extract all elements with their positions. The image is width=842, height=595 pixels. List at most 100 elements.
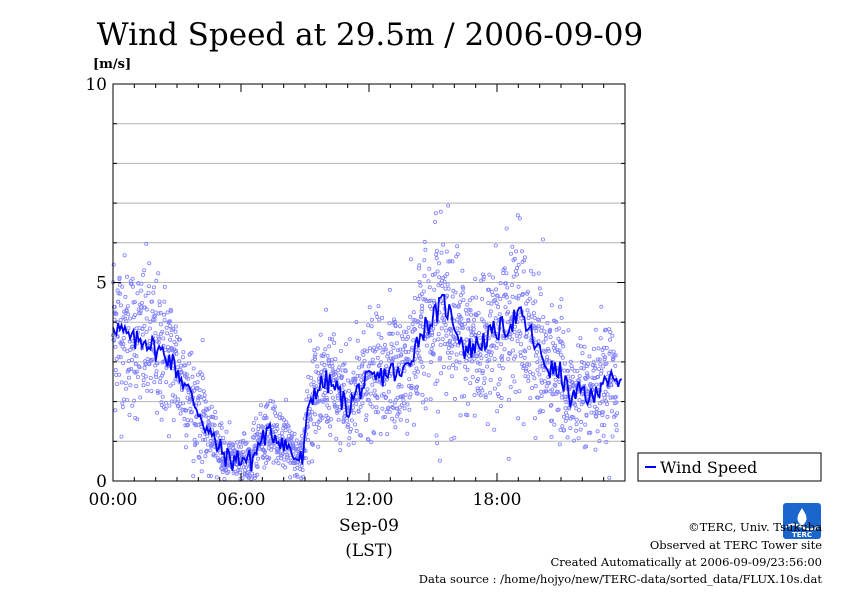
scatter-point bbox=[470, 295, 475, 300]
scatter-point bbox=[145, 381, 150, 386]
scatter-point bbox=[565, 413, 570, 418]
scatter-point bbox=[213, 415, 218, 420]
water-drop-icon bbox=[797, 508, 807, 526]
scatter-point bbox=[571, 382, 576, 387]
scatter-point bbox=[320, 354, 325, 359]
scatter-point bbox=[397, 324, 402, 329]
scatter-point bbox=[531, 301, 536, 306]
scatter-point bbox=[593, 447, 598, 452]
scatter-point bbox=[411, 317, 416, 322]
scatter-point bbox=[346, 442, 351, 447]
scatter-point bbox=[333, 357, 338, 362]
scatter-point bbox=[504, 226, 509, 231]
scatter-point bbox=[515, 265, 520, 270]
scatter-point bbox=[471, 327, 476, 332]
scatter-point bbox=[204, 448, 209, 453]
scatter-point bbox=[275, 427, 280, 432]
scatter-point bbox=[251, 420, 256, 425]
scatter-point bbox=[327, 344, 332, 349]
scatter-point bbox=[474, 313, 479, 318]
scatter-point bbox=[558, 352, 563, 357]
scatter-point bbox=[124, 319, 129, 324]
scatter-point bbox=[391, 317, 396, 322]
scatter-point bbox=[284, 397, 289, 402]
scatter-point bbox=[262, 449, 267, 454]
scatter-point bbox=[354, 428, 359, 433]
scatter-point bbox=[215, 433, 220, 438]
scatter-point bbox=[434, 433, 439, 438]
scatter-point bbox=[586, 430, 591, 435]
scatter-point bbox=[433, 211, 438, 216]
scatter-point bbox=[442, 342, 447, 347]
scatter-point bbox=[489, 301, 494, 306]
scatter-point bbox=[478, 352, 483, 357]
scatter-point bbox=[197, 455, 202, 460]
scatter-point bbox=[611, 356, 616, 361]
scatter-point bbox=[160, 329, 165, 334]
scatter-point bbox=[464, 358, 469, 363]
scatter-point bbox=[523, 349, 528, 354]
scatter-point bbox=[325, 353, 330, 358]
scatter-point bbox=[436, 337, 441, 342]
scatter-point bbox=[371, 361, 376, 366]
scatter-point bbox=[277, 412, 282, 417]
scatter-point bbox=[309, 382, 314, 387]
scatter-point bbox=[412, 295, 417, 300]
scatter-point bbox=[444, 249, 449, 254]
scatter-point bbox=[197, 387, 202, 392]
scatter-point bbox=[402, 343, 407, 348]
scatter-point bbox=[412, 370, 417, 375]
scatter-point bbox=[440, 337, 445, 342]
scatter-point bbox=[395, 348, 400, 353]
scatter-point bbox=[383, 347, 388, 352]
scatter-point bbox=[605, 414, 610, 419]
scatter-point bbox=[149, 389, 154, 394]
scatter-point bbox=[278, 416, 283, 421]
scatter-point bbox=[125, 304, 130, 309]
scatter-point bbox=[219, 421, 224, 426]
scatter-point bbox=[562, 361, 567, 366]
scatter-point bbox=[375, 355, 380, 360]
scatter-point bbox=[359, 364, 364, 369]
scatter-point bbox=[579, 419, 584, 424]
scatter-point bbox=[595, 429, 600, 434]
scatter-point bbox=[468, 326, 473, 331]
scatter-point bbox=[401, 401, 406, 406]
scatter-point bbox=[113, 367, 118, 372]
scatter-point bbox=[461, 286, 466, 291]
scatter-point bbox=[254, 461, 259, 466]
scatter-point bbox=[242, 431, 247, 436]
scatter-point bbox=[135, 291, 140, 296]
scatter-point bbox=[513, 389, 518, 394]
scatter-point bbox=[437, 458, 442, 463]
scatter-point bbox=[408, 392, 413, 397]
scatter-point bbox=[613, 394, 618, 399]
scatter-point bbox=[569, 364, 574, 369]
scatter-point bbox=[594, 414, 599, 419]
scatter-point bbox=[322, 367, 327, 372]
scatter-point bbox=[338, 448, 343, 453]
scatter-point bbox=[284, 420, 289, 425]
scatter-point bbox=[151, 290, 156, 295]
scatter-point bbox=[599, 304, 604, 309]
scatter-point bbox=[403, 350, 408, 355]
scatter-point bbox=[487, 357, 492, 362]
scatter-point bbox=[522, 364, 527, 369]
scatter-point bbox=[467, 357, 472, 362]
scatter-point bbox=[244, 465, 249, 470]
scatter-point bbox=[183, 423, 188, 428]
scatter-point bbox=[347, 337, 352, 342]
scatter-point bbox=[142, 323, 147, 328]
scatter-point bbox=[525, 308, 530, 313]
scatter-point bbox=[386, 405, 391, 410]
scatter-point bbox=[373, 409, 378, 414]
scatter-point bbox=[222, 476, 227, 481]
scatter-point bbox=[501, 271, 506, 276]
scatter-point bbox=[213, 453, 218, 458]
scatter-point bbox=[281, 417, 286, 422]
scatter-point bbox=[346, 422, 351, 427]
scatter-point bbox=[390, 331, 395, 336]
scatter-point bbox=[173, 329, 178, 334]
scatter-point bbox=[516, 262, 521, 267]
series-line-wind-speed bbox=[112, 293, 623, 472]
